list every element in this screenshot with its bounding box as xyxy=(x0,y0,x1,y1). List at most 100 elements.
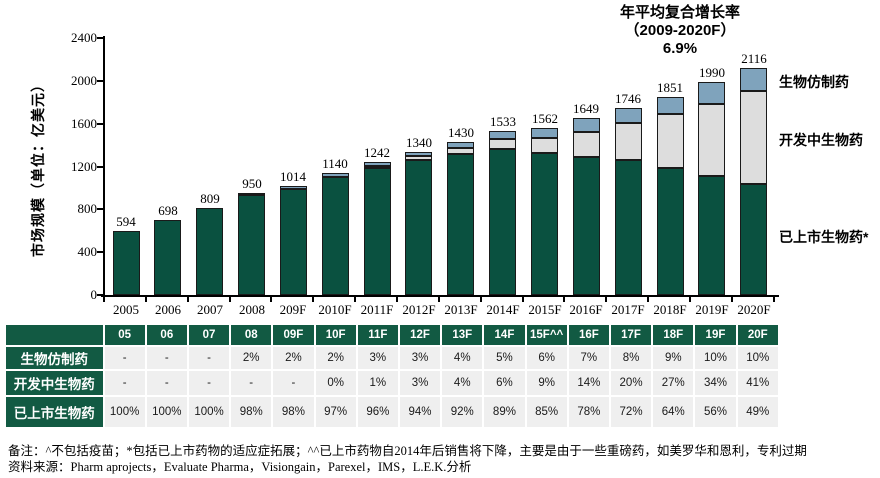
table-col-header: 12F xyxy=(399,325,441,345)
cagr-annotation-line2: （2009-2020F） xyxy=(624,22,736,39)
table-col-header: 06 xyxy=(146,325,187,345)
bar-2018F xyxy=(657,97,684,295)
bar-segment-biosimilar xyxy=(489,131,516,139)
table-cell: 10% xyxy=(695,347,736,369)
x-axis-label: 2008 xyxy=(239,302,265,317)
table-cell: 100% xyxy=(104,397,145,427)
bar-value-label: 1533 xyxy=(490,114,516,129)
x-axis-label: 2016F xyxy=(569,302,603,317)
bar-segment-biosimilar xyxy=(740,68,767,91)
bar-segment-biosimilar xyxy=(573,118,600,132)
table-col-header: 13F xyxy=(442,325,483,345)
x-tick-mark xyxy=(772,296,775,302)
table-cell: - xyxy=(146,371,187,395)
bar-segment-biosimilar xyxy=(322,173,349,177)
bar-2006 xyxy=(154,220,181,295)
bar-2016F xyxy=(573,118,600,295)
bar-2012F xyxy=(405,152,432,295)
bar-209F xyxy=(280,186,307,295)
table-cell: - xyxy=(188,371,230,395)
table-col-header: 09F xyxy=(273,325,314,345)
x-tick-mark xyxy=(437,296,440,302)
table-cell: 72% xyxy=(610,397,652,427)
bar-segment-development xyxy=(740,91,767,184)
bar-segment-development xyxy=(698,104,725,176)
bar-value-label: 809 xyxy=(200,191,220,206)
x-axis-label: 2014F xyxy=(486,302,520,317)
source-note: 资料来源：Pharm aprojects，Evaluate Pharma，Vis… xyxy=(8,460,472,475)
cagr-annotation: 年平均复合增长率 （2009-2020F） 6.9% xyxy=(565,4,795,58)
bar-segment-marketed xyxy=(238,195,265,295)
table-cell: 92% xyxy=(442,397,483,427)
x-axis-label: 2010F xyxy=(318,302,352,317)
bar-segment-marketed xyxy=(657,168,684,295)
y-axis-title: 市场规模（单位：亿美元） xyxy=(30,77,46,257)
table-cell: 8% xyxy=(610,347,652,369)
y-tick-mark xyxy=(97,165,103,168)
bar-segment-marketed xyxy=(405,160,432,295)
table-cell: 97% xyxy=(315,397,356,427)
bar-value-label: 698 xyxy=(158,203,178,218)
table-col-header: 10F xyxy=(315,325,356,345)
table-col-header: 14F xyxy=(484,325,525,345)
table-cell: 7% xyxy=(568,347,609,369)
y-tick-mark xyxy=(97,208,103,211)
x-axis-label: 2011F xyxy=(360,302,394,317)
y-tick-mark xyxy=(97,251,103,254)
bar-2007 xyxy=(196,208,223,295)
bar-segment-biosimilar xyxy=(280,186,307,189)
table-cell: 3% xyxy=(399,347,441,369)
bar-segment-biosimilar xyxy=(657,97,684,114)
table-cell: 6% xyxy=(484,371,525,395)
legend-label-biosimilar: 生物仿制药 xyxy=(779,74,849,90)
table-cell: 20% xyxy=(610,371,652,395)
x-axis-line xyxy=(101,295,779,297)
x-tick-mark xyxy=(479,296,482,302)
table-row-label: 已上市生物药 xyxy=(6,397,103,427)
x-tick-mark xyxy=(228,296,231,302)
bar-value-label: 1014 xyxy=(280,169,306,184)
bar-2010F xyxy=(322,173,349,295)
bar-value-label: 950 xyxy=(242,176,262,191)
bar-2019F xyxy=(698,82,725,295)
table-cell: 4% xyxy=(442,371,483,395)
x-axis-label: 2005 xyxy=(113,302,139,317)
bar-segment-marketed xyxy=(615,160,642,295)
table-cell: 94% xyxy=(399,397,441,427)
table-cell: 49% xyxy=(737,397,778,427)
table-col-header: 17F xyxy=(610,325,652,345)
y-tick-label: 800 xyxy=(77,201,98,217)
bar-segment-marketed xyxy=(489,149,516,295)
x-axis-label: 2015F xyxy=(528,302,562,317)
bar-segment-marketed xyxy=(364,167,391,295)
table-row: 生物仿制药 - - -2% 2% 2% 3% 3% 4% 5% 6% 7% 8% 9% 10% 10% xyxy=(6,347,778,369)
table-cell: - xyxy=(104,347,145,369)
footer-notes: 备注：^不包括疫苗；*包括已上市药物的适应症拓展；^^已上市药物自2014年后销… xyxy=(8,443,876,476)
y-tick-label: 1600 xyxy=(71,115,97,131)
table-cell: 3% xyxy=(399,371,441,395)
x-axis-label: 2007 xyxy=(197,302,223,317)
table-cell: 9% xyxy=(526,371,567,395)
bar-value-label: 1649 xyxy=(573,101,599,116)
table-col-header: 15F^^ xyxy=(526,325,567,345)
x-tick-mark xyxy=(563,296,566,302)
table-col-header: 16F xyxy=(568,325,609,345)
bar-segment-marketed xyxy=(447,154,474,295)
table-col-header: 05 xyxy=(104,325,145,345)
y-tick-label: 0 xyxy=(90,287,98,302)
table-row: 已上市生物药 100% 100% 100% 98% 98% 97% 96% 94% 92% 89% 8… xyxy=(6,397,778,427)
x-tick-mark xyxy=(354,296,357,302)
bar-value-label: 1430 xyxy=(448,125,474,140)
x-axis-label: 2018F xyxy=(653,302,687,317)
bar-2020F xyxy=(740,68,767,295)
bar-segment-development xyxy=(364,165,391,168)
legend-label-marketed: 已上市生物药* xyxy=(779,229,869,245)
y-tick-mark xyxy=(97,122,103,125)
x-tick-mark xyxy=(270,296,273,302)
table-cell: 4% xyxy=(442,347,483,369)
table-cell: 6% xyxy=(526,347,567,369)
bar-2013F xyxy=(447,142,474,295)
table-cell: 34% xyxy=(695,371,736,395)
chart-area: 市场规模（单位：亿美元） 年平均复合增长率 （2009-2020F） 6.9% … xyxy=(30,4,869,317)
